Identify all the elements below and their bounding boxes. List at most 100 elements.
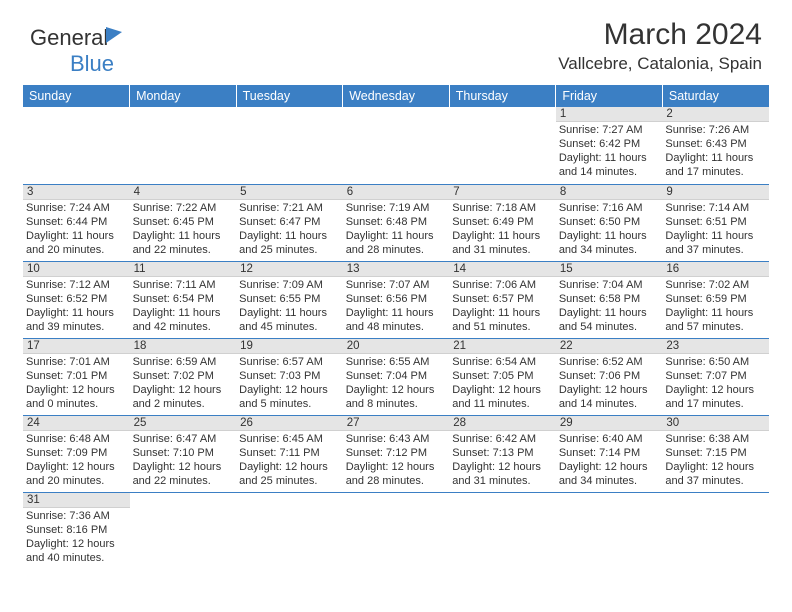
day-detail-line: Sunrise: 6:57 AM — [239, 355, 340, 369]
day-detail-line: Sunrise: 6:40 AM — [559, 432, 660, 446]
day-detail-line: Sunrise: 7:24 AM — [26, 201, 127, 215]
day-number: 1 — [556, 107, 663, 122]
weekday-header: Tuesday — [236, 85, 343, 107]
day-detail-line: Sunset: 6:55 PM — [239, 292, 340, 306]
day-details: Sunrise: 7:22 AMSunset: 6:45 PMDaylight:… — [130, 200, 237, 257]
logo-flag-icon — [106, 27, 122, 43]
day-detail-line: Sunset: 7:13 PM — [452, 446, 553, 460]
day-number: 8 — [556, 185, 663, 200]
day-number: 21 — [449, 339, 556, 354]
day-detail-line: Daylight: 12 hours — [665, 383, 766, 397]
day-details: Sunrise: 7:14 AMSunset: 6:51 PMDaylight:… — [662, 200, 769, 257]
day-number: 5 — [236, 185, 343, 200]
calendar-empty-cell — [236, 107, 343, 184]
day-detail-line: and 20 minutes. — [26, 243, 127, 257]
day-details: Sunrise: 6:59 AMSunset: 7:02 PMDaylight:… — [130, 354, 237, 411]
title-block: March 2024 Vallcebre, Catalonia, Spain — [558, 18, 762, 74]
day-detail-line: Sunset: 6:43 PM — [665, 137, 766, 151]
day-details: Sunrise: 7:04 AMSunset: 6:58 PMDaylight:… — [556, 277, 663, 334]
day-number: 3 — [23, 185, 130, 200]
day-detail-line: Sunset: 7:01 PM — [26, 369, 127, 383]
day-detail-line: Sunrise: 7:21 AM — [239, 201, 340, 215]
day-number: 4 — [130, 185, 237, 200]
calendar-empty-cell — [556, 492, 663, 572]
day-detail-line: Sunset: 7:15 PM — [665, 446, 766, 460]
day-detail-line: Daylight: 12 hours — [239, 383, 340, 397]
day-detail-line: Daylight: 11 hours — [239, 306, 340, 320]
weekday-header: Sunday — [23, 85, 130, 107]
calendar-day-cell: 12Sunrise: 7:09 AMSunset: 6:55 PMDayligh… — [236, 261, 343, 338]
weekday-header: Monday — [130, 85, 237, 107]
day-detail-line: Sunrise: 7:02 AM — [665, 278, 766, 292]
calendar-day-cell: 17Sunrise: 7:01 AMSunset: 7:01 PMDayligh… — [23, 338, 130, 415]
brand-part2: Blue — [70, 51, 114, 76]
day-detail-line: Daylight: 11 hours — [559, 229, 660, 243]
weekday-header-row: SundayMondayTuesdayWednesdayThursdayFrid… — [23, 85, 769, 107]
day-details: Sunrise: 7:16 AMSunset: 6:50 PMDaylight:… — [556, 200, 663, 257]
day-detail-line: Sunrise: 6:59 AM — [133, 355, 234, 369]
day-number: 2 — [662, 107, 769, 122]
day-details: Sunrise: 7:09 AMSunset: 6:55 PMDaylight:… — [236, 277, 343, 334]
day-detail-line: Daylight: 11 hours — [665, 229, 766, 243]
day-detail-line: Daylight: 12 hours — [133, 460, 234, 474]
day-detail-line: Sunset: 7:06 PM — [559, 369, 660, 383]
day-detail-line: Daylight: 11 hours — [346, 306, 447, 320]
day-detail-line: Sunset: 7:03 PM — [239, 369, 340, 383]
day-detail-line: and 48 minutes. — [346, 320, 447, 334]
day-detail-line: Sunrise: 7:06 AM — [452, 278, 553, 292]
day-detail-line: and 28 minutes. — [346, 474, 447, 488]
day-detail-line: Daylight: 12 hours — [346, 383, 447, 397]
day-detail-line: Sunset: 6:49 PM — [452, 215, 553, 229]
day-detail-line: and 22 minutes. — [133, 474, 234, 488]
calendar-day-cell: 31Sunrise: 7:36 AMSunset: 8:16 PMDayligh… — [23, 492, 130, 572]
day-detail-line: Sunrise: 7:16 AM — [559, 201, 660, 215]
weekday-header: Friday — [556, 85, 663, 107]
weekday-header: Thursday — [449, 85, 556, 107]
calendar-empty-cell — [130, 107, 237, 184]
day-detail-line: and 25 minutes. — [239, 243, 340, 257]
day-detail-line: Sunset: 6:58 PM — [559, 292, 660, 306]
day-detail-line: Sunrise: 6:43 AM — [346, 432, 447, 446]
day-detail-line: Daylight: 11 hours — [26, 306, 127, 320]
day-number: 18 — [130, 339, 237, 354]
day-detail-line: Sunrise: 7:22 AM — [133, 201, 234, 215]
day-number: 19 — [236, 339, 343, 354]
day-detail-line: Daylight: 11 hours — [665, 151, 766, 165]
day-details: Sunrise: 6:57 AMSunset: 7:03 PMDaylight:… — [236, 354, 343, 411]
calendar-day-cell: 1Sunrise: 7:27 AMSunset: 6:42 PMDaylight… — [556, 107, 663, 184]
calendar-day-cell: 20Sunrise: 6:55 AMSunset: 7:04 PMDayligh… — [343, 338, 450, 415]
day-detail-line: Sunrise: 7:12 AM — [26, 278, 127, 292]
day-number: 27 — [343, 416, 450, 431]
calendar-empty-cell — [662, 492, 769, 572]
calendar-row: 31Sunrise: 7:36 AMSunset: 8:16 PMDayligh… — [23, 492, 769, 572]
day-detail-line: Sunrise: 7:19 AM — [346, 201, 447, 215]
day-detail-line: and 14 minutes. — [559, 397, 660, 411]
day-detail-line: and 11 minutes. — [452, 397, 553, 411]
day-number: 30 — [662, 416, 769, 431]
location-text: Vallcebre, Catalonia, Spain — [558, 54, 762, 74]
calendar-day-cell: 29Sunrise: 6:40 AMSunset: 7:14 PMDayligh… — [556, 415, 663, 492]
day-detail-line: and 37 minutes. — [665, 474, 766, 488]
calendar-day-cell: 22Sunrise: 6:52 AMSunset: 7:06 PMDayligh… — [556, 338, 663, 415]
day-detail-line: Sunset: 6:50 PM — [559, 215, 660, 229]
day-number: 14 — [449, 262, 556, 277]
day-detail-line: and 31 minutes. — [452, 243, 553, 257]
day-detail-line: Daylight: 12 hours — [559, 460, 660, 474]
header: General Blue March 2024 Vallcebre, Catal… — [0, 0, 792, 85]
day-detail-line: Sunrise: 6:48 AM — [26, 432, 127, 446]
calendar-empty-cell — [449, 107, 556, 184]
weekday-header: Wednesday — [343, 85, 450, 107]
day-detail-line: Sunset: 6:52 PM — [26, 292, 127, 306]
day-detail-line: and 8 minutes. — [346, 397, 447, 411]
day-detail-line: Daylight: 11 hours — [559, 151, 660, 165]
day-detail-line: Sunrise: 7:09 AM — [239, 278, 340, 292]
day-number: 20 — [343, 339, 450, 354]
calendar-day-cell: 25Sunrise: 6:47 AMSunset: 7:10 PMDayligh… — [130, 415, 237, 492]
calendar-day-cell: 16Sunrise: 7:02 AMSunset: 6:59 PMDayligh… — [662, 261, 769, 338]
day-detail-line: and 51 minutes. — [452, 320, 553, 334]
calendar-row: 24Sunrise: 6:48 AMSunset: 7:09 PMDayligh… — [23, 415, 769, 492]
day-detail-line: Daylight: 11 hours — [133, 306, 234, 320]
day-detail-line: and 37 minutes. — [665, 243, 766, 257]
day-details: Sunrise: 7:06 AMSunset: 6:57 PMDaylight:… — [449, 277, 556, 334]
day-details: Sunrise: 7:12 AMSunset: 6:52 PMDaylight:… — [23, 277, 130, 334]
